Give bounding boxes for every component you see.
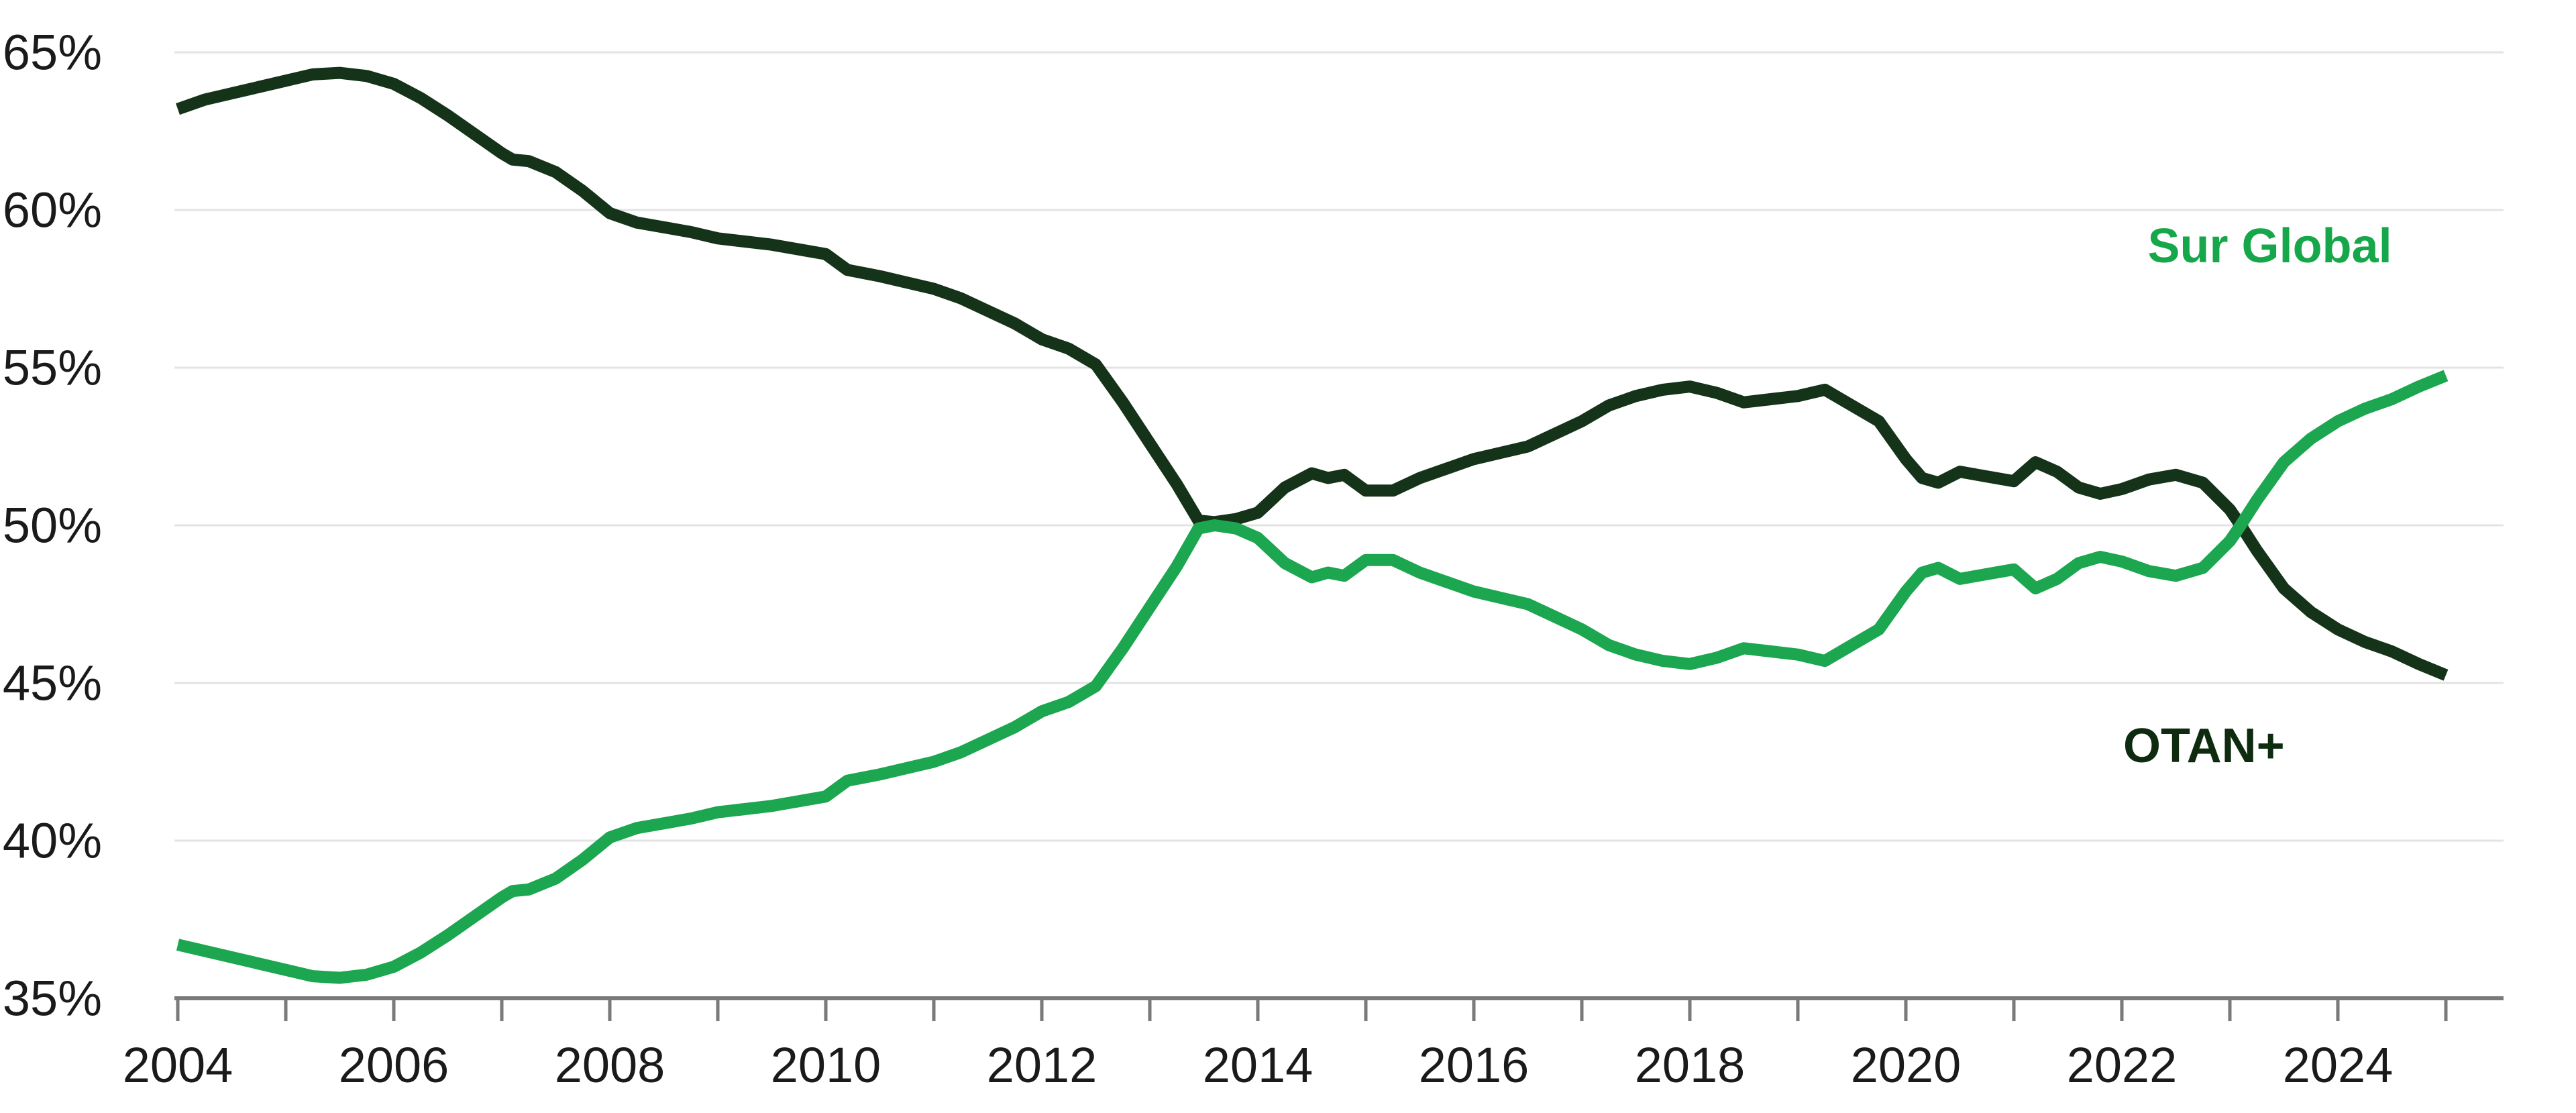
gridlines-group — [174, 51, 2504, 1000]
y-tick-label-50: 50% — [3, 498, 102, 553]
sur-global-label: Sur Global — [2148, 219, 2392, 273]
series-annotations-group: OTAN+ Sur Global — [2123, 219, 2392, 773]
x-tick-label-2018: 2018 — [1635, 1037, 1746, 1093]
x-axis-labels-group: 2004 2006 2008 2010 2012 2014 2016 2018 2020 2022… — [123, 1037, 2394, 1093]
series-group — [176, 66, 2449, 984]
x-tick-label-2010: 2010 — [771, 1037, 881, 1093]
x-tick-label-2022: 2022 — [2067, 1037, 2178, 1093]
y-tick-label-65: 65% — [3, 25, 102, 81]
x-tick-label-2004: 2004 — [123, 1037, 233, 1093]
otan--label: OTAN+ — [2123, 719, 2285, 773]
y-axis-labels-group: 65% 60% 55% 50% 45% 40% 35% — [3, 25, 102, 1026]
y-tick-label-60: 60% — [3, 182, 102, 238]
sur-global-line — [176, 370, 2449, 984]
otan--line — [176, 66, 2449, 681]
x-tick-label-2006: 2006 — [339, 1037, 449, 1093]
x-tick-label-2014: 2014 — [1203, 1037, 1313, 1093]
x-axis-group — [174, 996, 2504, 1021]
y-tick-label-55: 55% — [3, 340, 102, 396]
x-tick-label-2024: 2024 — [2283, 1037, 2394, 1093]
x-tick-label-2020: 2020 — [1851, 1037, 1962, 1093]
x-tick-label-2012: 2012 — [987, 1037, 1097, 1093]
x-tick-label-2016: 2016 — [1419, 1037, 1529, 1093]
y-tick-label-35: 35% — [3, 971, 102, 1026]
x-tick-label-2008: 2008 — [555, 1037, 665, 1093]
y-tick-label-45: 45% — [3, 655, 102, 711]
y-tick-label-40: 40% — [3, 813, 102, 869]
